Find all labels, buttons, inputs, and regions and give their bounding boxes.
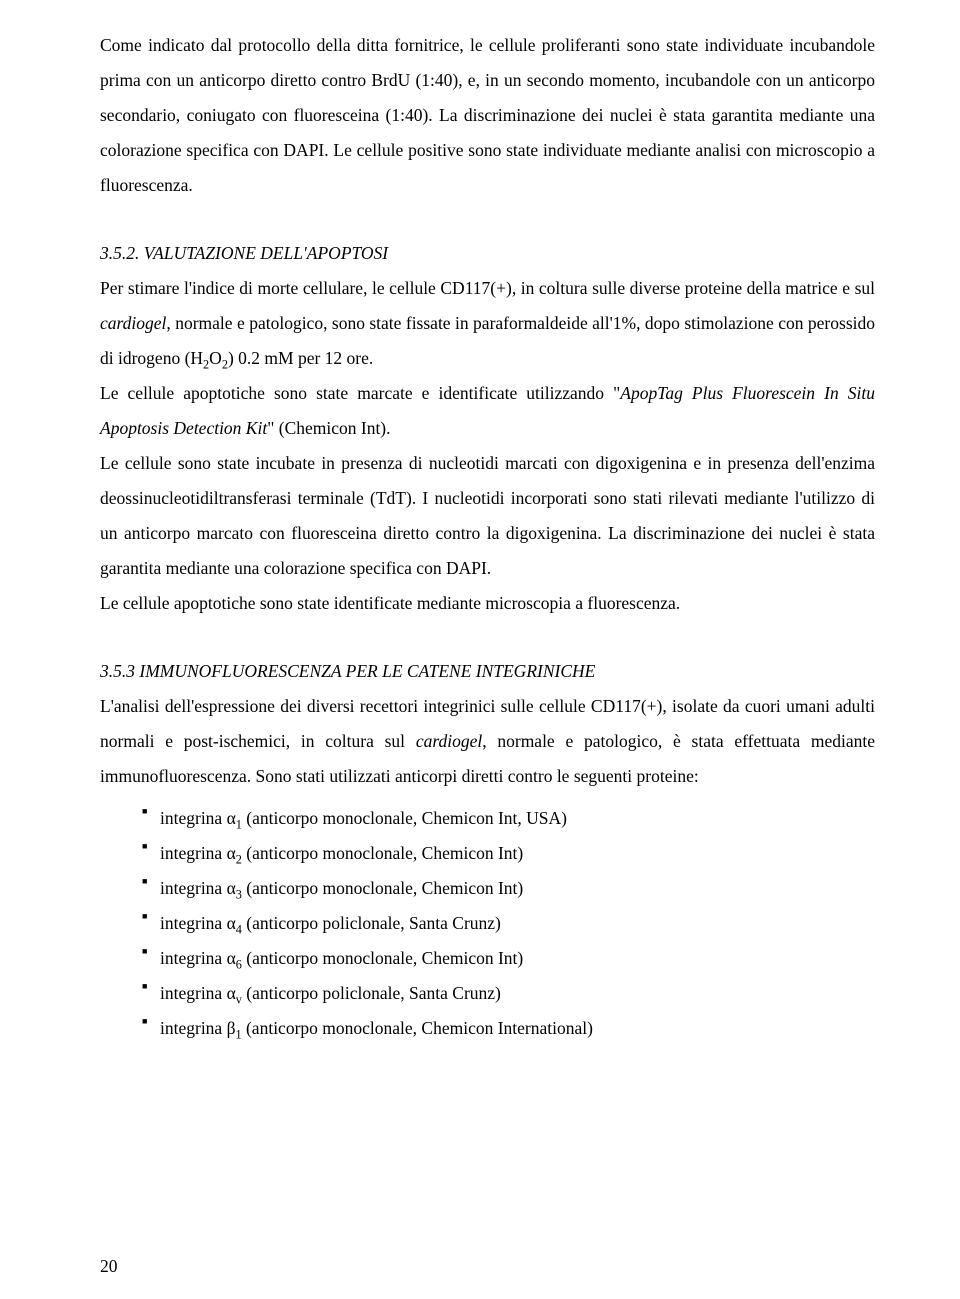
text-part: " (Chemicon Int). (267, 418, 390, 438)
section-353-title: 3.5.3 IMMUNOFLUORESCENZA PER LE CATENE I… (100, 654, 875, 689)
section-352-p3: Le cellule sono state incubate in presen… (100, 446, 875, 586)
integrin-list: integrina α1 (anticorpo monoclonale, Che… (100, 801, 875, 1046)
text-part: O (209, 348, 222, 368)
text-part: integrina α (160, 843, 236, 863)
text-part: integrina β (160, 1018, 235, 1038)
paragraph-intro: Come indicato dal protocollo della ditta… (100, 28, 875, 203)
text-part: (anticorpo policlonale, Santa Crunz) (242, 913, 501, 933)
list-item: integrina α1 (anticorpo monoclonale, Che… (142, 801, 875, 836)
text-part: (anticorpo monoclonale, Chemicon Int, US… (242, 808, 567, 828)
term-cardiogel: cardiogel (100, 313, 166, 333)
text-part: integrina α (160, 948, 236, 968)
text-part: ) 0.2 mM per 12 ore. (228, 348, 373, 368)
text-part: Per stimare l'indice di morte cellulare,… (100, 278, 875, 298)
list-item: integrina αv (anticorpo policlonale, San… (142, 976, 875, 1011)
text-part: Le cellule apoptotiche sono state marcat… (100, 383, 620, 403)
section-352-p1: Per stimare l'indice di morte cellulare,… (100, 271, 875, 376)
list-item: integrina α6 (anticorpo monoclonale, Che… (142, 941, 875, 976)
list-item: integrina α2 (anticorpo monoclonale, Che… (142, 836, 875, 871)
spacer (100, 621, 875, 654)
text-part: integrina α (160, 983, 236, 1003)
section-353-p1: L'analisi dell'espressione dei diversi r… (100, 689, 875, 794)
text-part: integrina α (160, 878, 236, 898)
page: Come indicato dal protocollo della ditta… (0, 0, 960, 1299)
section-352-p2: Le cellule apoptotiche sono state marcat… (100, 376, 875, 446)
text-part: integrina α (160, 913, 236, 933)
text-part: (anticorpo policlonale, Santa Crunz) (242, 983, 501, 1003)
text-part: (anticorpo monoclonale, Chemicon Int) (242, 843, 523, 863)
term-cardiogel: cardiogel (416, 731, 482, 751)
text-part: integrina α (160, 808, 236, 828)
list-item: integrina α3 (anticorpo monoclonale, Che… (142, 871, 875, 906)
text-part: (anticorpo monoclonale, Chemicon Int) (242, 948, 523, 968)
text-part: (anticorpo monoclonale, Chemicon Int) (242, 878, 523, 898)
spacer (100, 203, 875, 236)
section-352-p4: Le cellule apoptotiche sono state identi… (100, 586, 875, 621)
list-item: integrina β1 (anticorpo monoclonale, Che… (142, 1011, 875, 1046)
text-part: (anticorpo monoclonale, Chemicon Interna… (242, 1018, 593, 1038)
list-item: integrina α4 (anticorpo policlonale, San… (142, 906, 875, 941)
spacer (100, 794, 875, 801)
page-number: 20 (100, 1256, 118, 1277)
section-352-title: 3.5.2. VALUTAZIONE DELL'APOPTOSI (100, 236, 875, 271)
